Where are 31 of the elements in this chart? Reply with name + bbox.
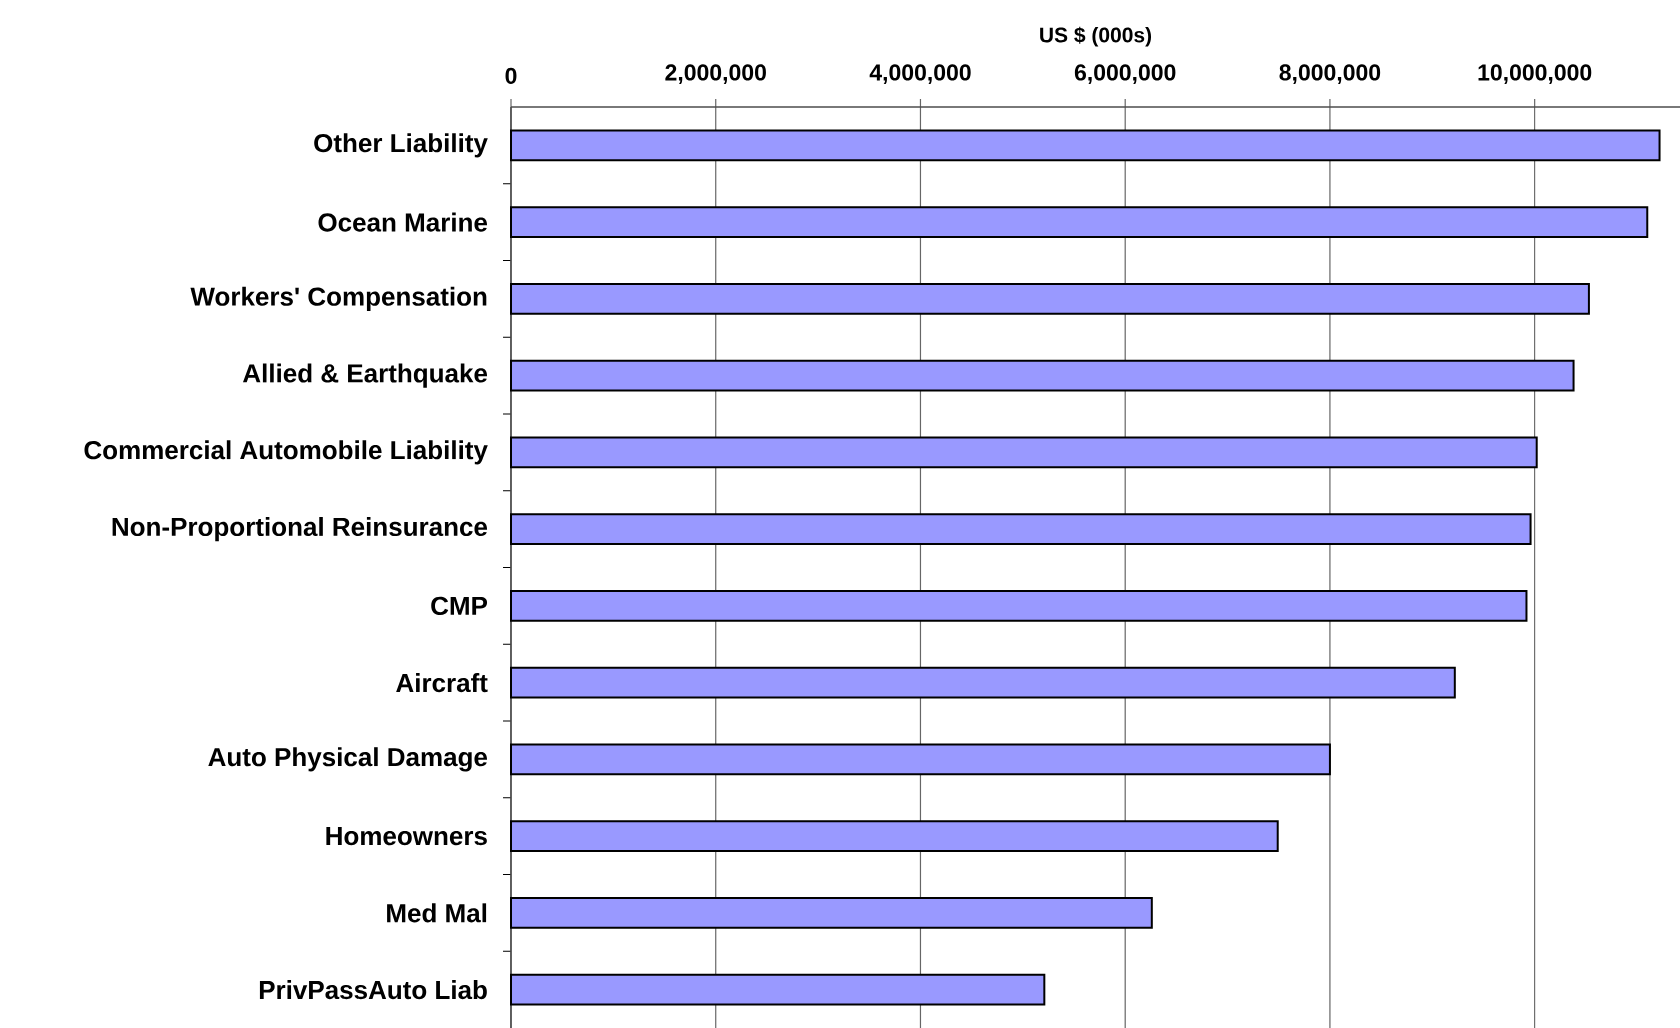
y-tick-label: Workers' Compensation: [190, 286, 487, 311]
bar: [510, 666, 1456, 699]
x-tick-label: 8,000,000: [1279, 64, 1381, 84]
y-tick-label: Non-Proportional Reinsurance: [112, 517, 488, 542]
bar: [510, 513, 1532, 546]
x-tick-label: 2,000,000: [665, 64, 766, 84]
bar: [510, 973, 1046, 1006]
bar: [510, 743, 1331, 776]
y-tick-label: Other Liability: [314, 133, 488, 158]
y-tick-label: CMP: [431, 596, 488, 616]
y-tick-label: PrivPassAuto Liab: [259, 980, 487, 1000]
x-tick-label: 6,000,000: [1074, 64, 1176, 84]
y-tick-label: Homeowners: [326, 827, 487, 846]
bar: [510, 896, 1153, 929]
y-tick-label: Commercial Automobile Liability: [84, 440, 488, 465]
bar: [510, 129, 1661, 162]
bar: [510, 436, 1538, 469]
y-tick-label: Auto Physical Damage: [208, 747, 488, 772]
bar: [510, 820, 1279, 853]
x-tick-label: 4,000,000: [869, 64, 971, 84]
y-tick-label: Ocean Marine: [318, 212, 488, 232]
bar: [510, 589, 1528, 622]
x-axis-title: US $ (000s): [1040, 26, 1152, 47]
x-tick-label: 10,000,000: [1478, 64, 1592, 84]
y-tick-label: Med Mal: [387, 903, 487, 923]
y-tick-label: Aircraft: [396, 673, 488, 693]
y-tick-label: Allied & Earthquake: [242, 363, 488, 388]
bar: [510, 282, 1590, 315]
x-tick-label: 0: [505, 67, 517, 84]
bar: [510, 359, 1575, 392]
bar: [510, 206, 1649, 239]
